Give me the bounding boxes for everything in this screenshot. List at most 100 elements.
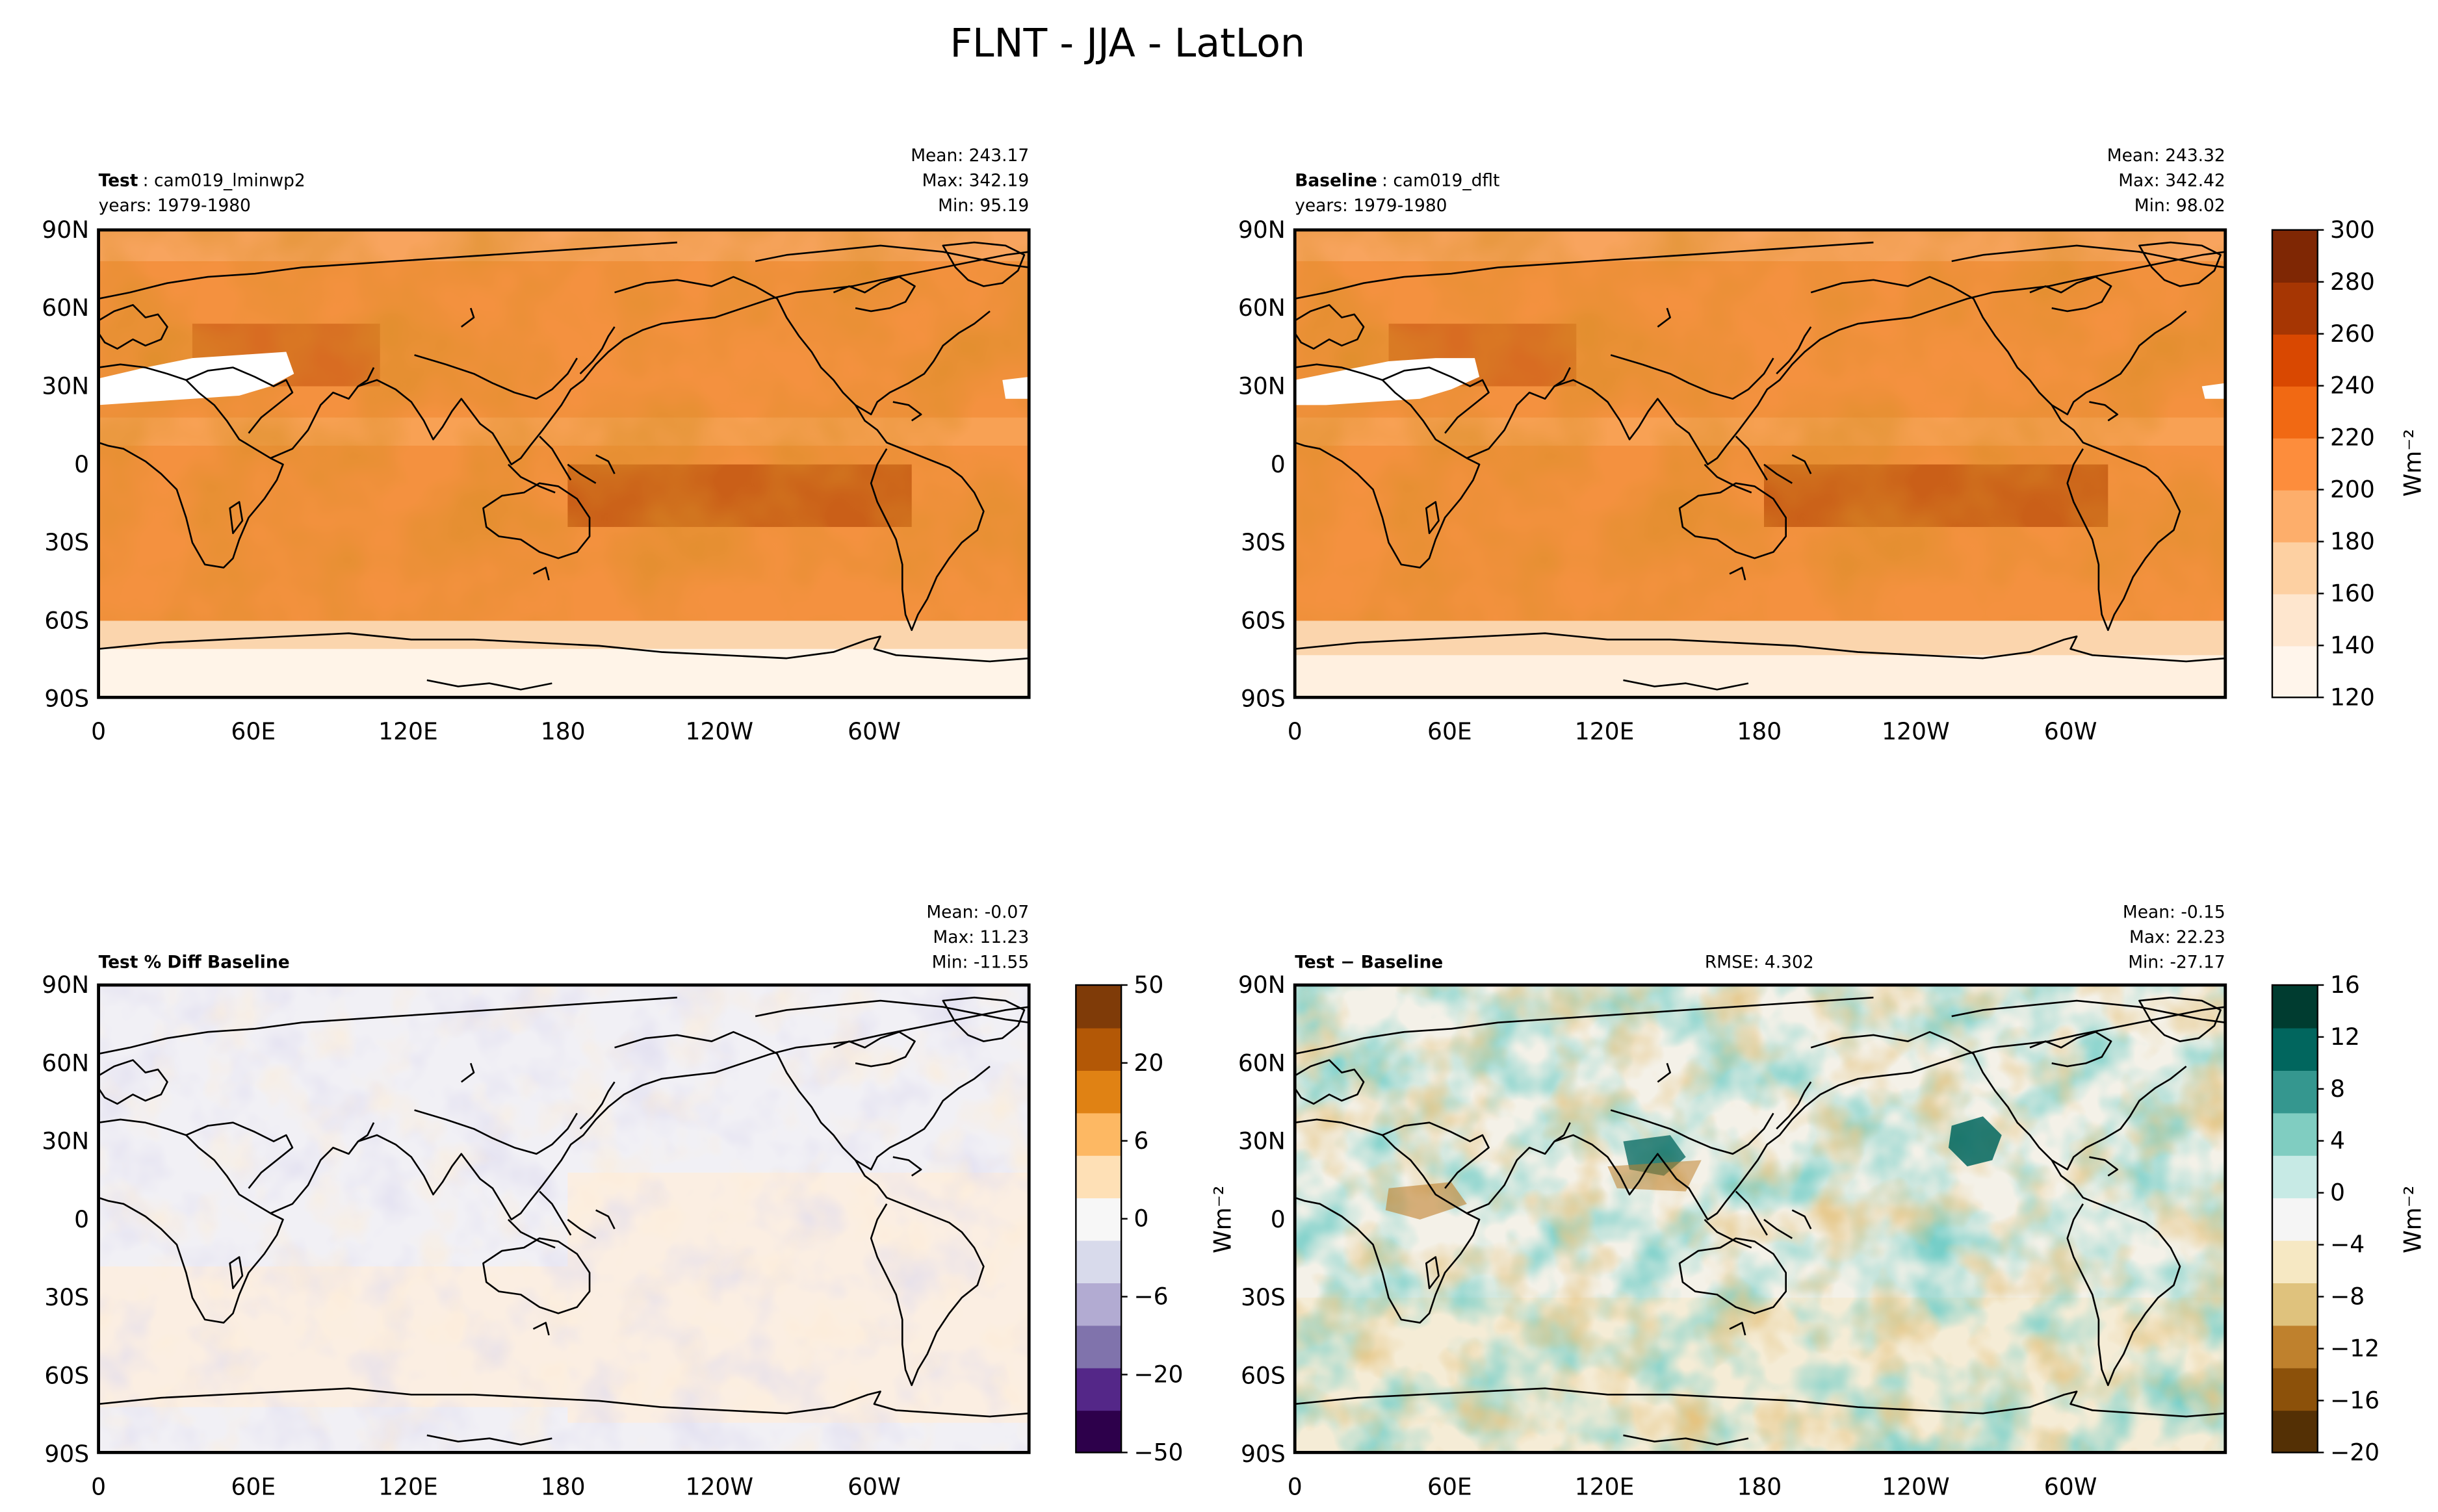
colorbar-tick-label: −50 bbox=[1134, 1439, 1183, 1466]
colorbar-cell bbox=[2272, 1070, 2318, 1114]
svg-text:120W: 120W bbox=[1882, 1473, 1950, 1500]
figure-title: FLNT - JJA - LatLon bbox=[950, 21, 1305, 66]
colorbar-cell bbox=[1076, 1155, 1122, 1199]
colorbar-tick-label: 300 bbox=[2330, 216, 2375, 244]
colorbar-tick-label: 280 bbox=[2330, 268, 2375, 296]
stat-min: Min: 95.19 bbox=[938, 196, 1029, 216]
panel-years: years: 1979-1980 bbox=[1295, 196, 1447, 216]
colorbar-label: Wm⁻² bbox=[2400, 1186, 2427, 1253]
svg-text:30N: 30N bbox=[1238, 373, 1286, 400]
colorbar-cell bbox=[2272, 1409, 2318, 1454]
colorbar-absolute: 120 140 160 180 200 220 240 260 280 300 Wm⁻² bbox=[2271, 216, 2427, 711]
stat-min: Min: -11.55 bbox=[932, 953, 1030, 973]
svg-text:60N: 60N bbox=[42, 294, 89, 322]
colorbar-cell bbox=[2272, 489, 2318, 543]
colorbar-cell bbox=[1076, 1240, 1122, 1283]
colorbar-tick-label: 12 bbox=[2330, 1023, 2360, 1051]
panel-title: Test % Diff Baseline bbox=[99, 953, 290, 973]
y-axis: 90N 60N 30N 0 30S 60S 90S bbox=[42, 216, 89, 713]
colorbar-cell bbox=[1076, 1409, 1122, 1454]
colorbar-cell bbox=[2272, 1325, 2318, 1368]
x-axis: 0 60E 120E 180 120W 60W bbox=[1288, 1473, 2097, 1500]
stat-max: Max: 11.23 bbox=[933, 927, 1029, 947]
svg-text:90N: 90N bbox=[42, 216, 89, 244]
colorbar-cell bbox=[1076, 1027, 1122, 1071]
svg-text:90S: 90S bbox=[44, 686, 89, 713]
colorbar-tick-label: 0 bbox=[2330, 1179, 2345, 1207]
colorbar-tick-label: −20 bbox=[1134, 1361, 1183, 1389]
panel-title: Test: cam019_lminwp2 bbox=[99, 171, 305, 191]
colorbar-cell bbox=[2272, 333, 2318, 387]
colorbar-cell bbox=[2272, 1197, 2318, 1241]
colorbar-percent: −50 −20 −6 0 6 20 50 bbox=[1075, 971, 1184, 1466]
colorbar-tick-label: 16 bbox=[2330, 971, 2360, 999]
colorbar-tick-label: 20 bbox=[1134, 1049, 1163, 1077]
svg-text:0: 0 bbox=[91, 718, 106, 745]
colorbar-cell bbox=[2272, 1155, 2318, 1199]
svg-text:90N: 90N bbox=[1238, 216, 1286, 244]
colorbar-tick-label: 4 bbox=[2330, 1127, 2345, 1155]
rmse-label: RMSE: 4.302 bbox=[1705, 953, 1814, 973]
y-axis: 90N 60N 30N 0 30S 60S 90S bbox=[1238, 216, 1286, 713]
svg-text:60S: 60S bbox=[44, 607, 89, 634]
y-axis: 90N 60N 30N 0 30S 60S 90S bbox=[1238, 971, 1286, 1468]
svg-text:120E: 120E bbox=[1575, 1473, 1635, 1500]
svg-text:60E: 60E bbox=[231, 718, 276, 745]
svg-text:0: 0 bbox=[91, 1473, 106, 1500]
colorbar-tick-label: 120 bbox=[2330, 684, 2375, 711]
svg-text:60W: 60W bbox=[2044, 718, 2097, 745]
panel-title: Baseline: cam019_dflt bbox=[1295, 171, 1499, 191]
colorbar-tick-label: 240 bbox=[2330, 372, 2375, 400]
colorbar-cell bbox=[1076, 1112, 1122, 1156]
map-area bbox=[1295, 984, 2225, 1453]
colorbar-cell bbox=[1076, 984, 1122, 1029]
panel-pct-diff: Test % Diff Baseline Mean: -0.07 Max: 11… bbox=[42, 903, 1031, 1500]
svg-text:0: 0 bbox=[74, 451, 89, 478]
map-area bbox=[1295, 229, 2225, 698]
colorbar-tick-label: 180 bbox=[2330, 528, 2375, 556]
colorbar-tick-label: 140 bbox=[2330, 632, 2375, 659]
svg-text:60E: 60E bbox=[231, 1473, 276, 1500]
colorbar-tick-label: −16 bbox=[2330, 1387, 2380, 1414]
panel-years: years: 1979-1980 bbox=[99, 196, 251, 216]
colorbar-tick-label: 0 bbox=[1134, 1205, 1148, 1233]
x-axis: 0 60E 120E 180 120W 60W bbox=[91, 1473, 901, 1500]
colorbar-cell bbox=[2272, 1112, 2318, 1156]
svg-text:30S: 30S bbox=[1241, 1284, 1286, 1311]
colorbar-tick-label: −6 bbox=[1134, 1283, 1168, 1311]
colorbar-cell bbox=[2272, 645, 2318, 698]
svg-text:60E: 60E bbox=[1427, 1473, 1472, 1500]
panel-test: Test: cam019_lminwp2 years: 1979-1980 Me… bbox=[42, 146, 1031, 745]
stat-mean: Mean: -0.15 bbox=[2123, 903, 2225, 923]
svg-text:30N: 30N bbox=[1238, 1128, 1286, 1155]
stat-max: Max: 342.19 bbox=[922, 171, 1030, 191]
y-axis: 90N 60N 30N 0 30S 60S 90S bbox=[42, 971, 89, 1468]
svg-text:60N: 60N bbox=[1238, 294, 1286, 322]
colorbar-tick-label: −12 bbox=[2330, 1335, 2380, 1363]
stat-mean: Mean: 243.32 bbox=[2107, 146, 2225, 166]
map-frame bbox=[1293, 228, 2227, 699]
svg-text:90S: 90S bbox=[44, 1441, 89, 1468]
map-frame bbox=[97, 983, 1031, 1454]
svg-text:0: 0 bbox=[1271, 451, 1286, 478]
diff-ylabel: Wm⁻² bbox=[1210, 1186, 1237, 1253]
svg-text:60S: 60S bbox=[1241, 607, 1286, 634]
stat-min: Min: -27.17 bbox=[2128, 953, 2225, 973]
svg-text:90S: 90S bbox=[1241, 1441, 1286, 1468]
colorbar-label: Wm⁻² bbox=[2400, 429, 2427, 496]
svg-text:30S: 30S bbox=[44, 529, 89, 556]
colorbar-cell bbox=[2272, 385, 2318, 439]
stat-max: Max: 342.42 bbox=[2118, 171, 2225, 191]
svg-text:30S: 30S bbox=[1241, 529, 1286, 556]
svg-text:30N: 30N bbox=[42, 373, 89, 400]
colorbar-cell bbox=[2272, 984, 2318, 1029]
svg-text:120W: 120W bbox=[1882, 718, 1950, 745]
svg-text:0: 0 bbox=[74, 1206, 89, 1233]
colorbar-cell bbox=[2272, 541, 2318, 595]
colorbar-cell bbox=[1076, 1282, 1122, 1326]
svg-text:30S: 30S bbox=[44, 1284, 89, 1311]
panel-title: Test − Baseline bbox=[1295, 953, 1443, 973]
map-frame bbox=[1293, 983, 2227, 1454]
map-area bbox=[98, 984, 1030, 1453]
